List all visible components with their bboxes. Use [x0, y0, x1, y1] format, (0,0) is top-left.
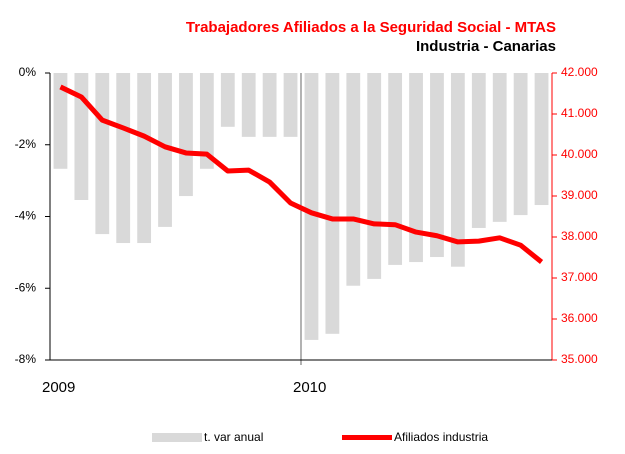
y2-tick-label: 38.000	[561, 229, 598, 243]
legend-label: t. var anual	[204, 430, 263, 444]
bar	[158, 73, 172, 227]
bar	[513, 73, 528, 216]
bar	[95, 73, 110, 235]
bar	[471, 73, 486, 228]
bar	[137, 73, 152, 244]
bar	[325, 73, 340, 334]
bar	[53, 73, 68, 169]
y-tick-label: -6%	[15, 280, 37, 294]
y2-tick-label: 39.000	[561, 188, 598, 202]
bar	[262, 73, 277, 137]
bar	[367, 73, 382, 279]
bar	[116, 73, 131, 244]
x-tick-label: 2009	[42, 379, 75, 396]
bar	[74, 73, 89, 200]
bar	[388, 73, 403, 265]
chart-subtitle: Industria - Canarias	[416, 38, 556, 55]
bar	[450, 73, 465, 267]
bar	[199, 73, 214, 169]
bar	[534, 73, 549, 206]
chart-title: Trabajadores Afiliados a la Seguridad So…	[186, 19, 556, 36]
y-tick-label: 0%	[19, 65, 37, 79]
legend-label: Afiliados industria	[394, 430, 488, 444]
y-tick-label: -8%	[15, 352, 37, 366]
bar	[241, 73, 256, 137]
line	[59, 84, 544, 264]
y2-tick-label: 36.000	[561, 311, 598, 325]
y-tick-label: -2%	[15, 137, 37, 151]
x-tick-label: 2010	[293, 379, 326, 396]
legend-swatch	[152, 433, 202, 442]
bar	[492, 73, 507, 222]
y2-tick-label: 35.000	[561, 352, 598, 366]
bar	[409, 73, 423, 263]
bar	[430, 73, 444, 258]
bar	[220, 73, 235, 127]
bar	[179, 73, 193, 197]
y2-tick-label: 37.000	[561, 270, 598, 284]
y2-tick-label: 41.000	[561, 106, 598, 120]
bar	[283, 73, 298, 137]
y-tick-label: -4%	[15, 209, 37, 223]
y2-tick-label: 40.000	[561, 147, 598, 161]
bar	[346, 73, 361, 286]
bar	[304, 73, 319, 340]
y2-tick-label: 42.000	[561, 65, 598, 79]
